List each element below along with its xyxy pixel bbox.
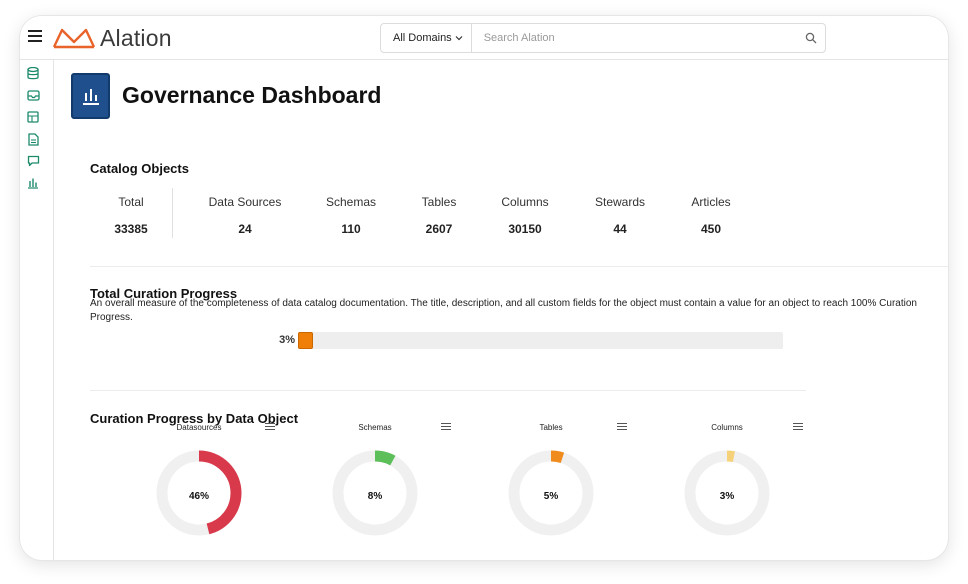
progress-percent: 3% [279,334,295,346]
chat-icon[interactable] [26,154,40,168]
donut-segment [684,450,770,536]
donut-chart [684,450,770,536]
donut-tables: Tables 5% [471,423,631,553]
donut-title: Tables [539,423,563,432]
chart-menu-icon[interactable] [617,423,627,431]
stat-value: 2607 [425,222,453,236]
donut-title: Datasources [176,423,222,432]
stat-value: 30150 [508,222,542,236]
stat-label: Total [118,195,144,209]
donut-title: Schemas [358,423,392,432]
catalog-objects-title: Catalog Objects [90,161,189,176]
alation-logo[interactable]: Alation [52,24,172,52]
donut-columns: Columns 3% [647,423,807,553]
stat-label: Columns [501,195,549,209]
donut-segment [156,450,242,536]
database-icon[interactable] [26,66,40,80]
stat-columns: Columns 30150 [475,195,575,236]
stat-total: Total 33385 [81,195,181,236]
donut-value: 46% [188,491,209,502]
stat-articles: Articles 450 [661,195,761,236]
stat-data-sources: Data Sources 24 [195,195,295,236]
stat-label: Schemas [325,195,377,209]
left-sidebar [20,60,54,560]
domain-dropdown[interactable]: All Domains [381,24,472,52]
domain-dropdown-label: All Domains [393,32,452,44]
donut-schemas: Schemas 8% [295,423,455,553]
donut-value: 3% [719,491,735,502]
page-title: Governance Dashboard [122,82,382,108]
chevron-down-icon [455,36,463,41]
stat-value: 110 [341,222,361,236]
document-icon[interactable] [26,132,40,146]
donut-segment [332,450,418,536]
section-divider [90,266,948,267]
donut-value: 8% [367,491,383,502]
app-window: Alation All Domains [20,16,948,560]
donut-chart [156,450,242,536]
by-object-title: Curation Progress by Data Object [90,411,299,426]
dashboard-icon [71,73,110,119]
bar-chart-icon[interactable] [26,176,40,190]
stat-value: 450 [700,222,722,236]
search-input[interactable] [471,24,797,52]
donut-title: Columns [711,423,743,432]
stat-label: Data Sources [208,195,282,209]
top-bar: Alation All Domains [20,16,948,60]
donut-chart [508,450,594,536]
stat-label: Tables [421,195,457,209]
main-content: Governance Dashboard Catalog Objects Tot… [55,60,948,560]
stat-label: Stewards [594,195,646,209]
stat-schemas: Schemas 110 [301,195,401,236]
table-icon[interactable] [26,110,40,124]
stat-value: 33385 [114,222,148,236]
search-bar: All Domains [380,23,826,53]
stat-value: 24 [238,222,252,236]
stat-value: 44 [613,222,627,236]
search-icon[interactable] [797,24,825,52]
stat-label: Articles [691,195,731,209]
donut-segment [508,450,594,536]
curation-progress-bar [298,332,783,349]
alation-logo-mark [52,28,96,49]
donut-chart [332,450,418,536]
stat-tables: Tables 2607 [389,195,489,236]
curation-description: An overall measure of the completeness o… [90,298,917,323]
chart-menu-icon[interactable] [265,423,275,431]
menu-icon[interactable] [28,30,42,42]
stat-divider [172,188,173,238]
section-divider [90,390,806,391]
chart-menu-icon[interactable] [793,423,803,431]
app-name: Alation [100,24,172,51]
inbox-icon[interactable] [26,88,40,102]
stat-stewards: Stewards 44 [570,195,670,236]
progress-fill [298,332,313,349]
curation-progress-title: Total Curation Progress [90,286,238,301]
chart-menu-icon[interactable] [441,423,451,431]
donut-value: 5% [543,491,559,502]
donut-datasources: Datasources 46% [119,423,279,553]
